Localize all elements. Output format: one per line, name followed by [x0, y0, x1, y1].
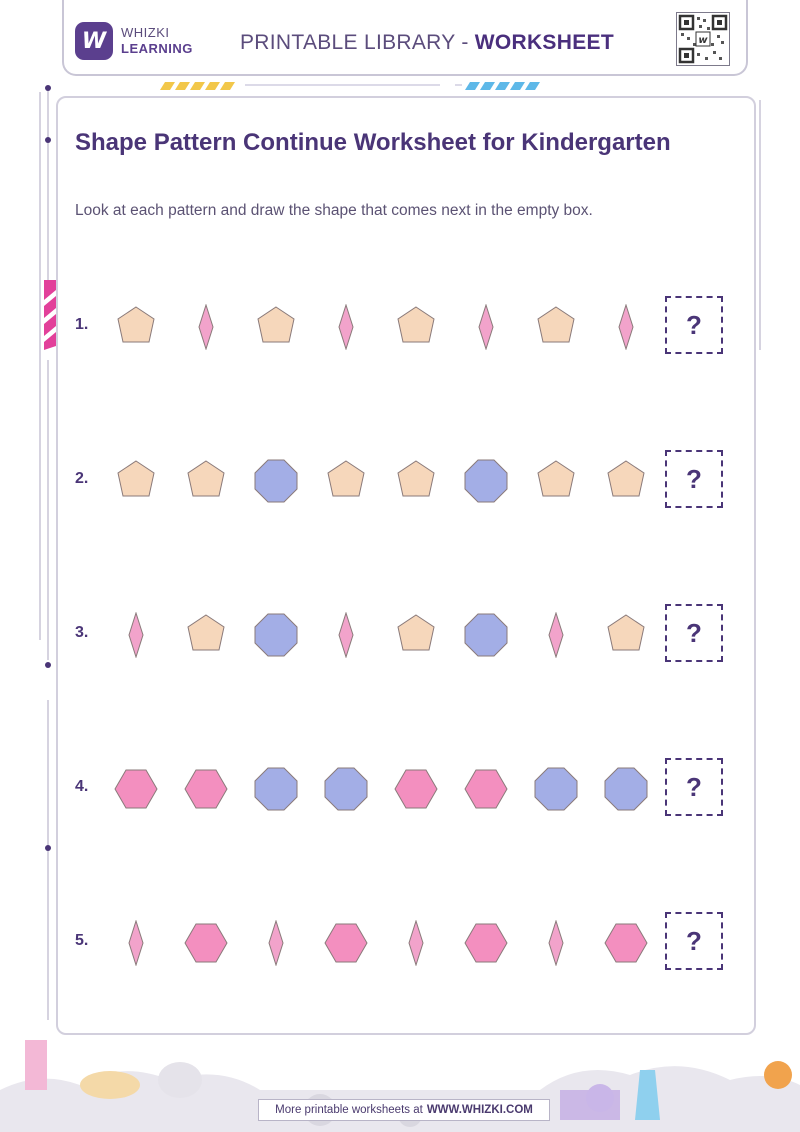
pentagon-shape-icon	[187, 460, 225, 497]
row-number: 1.	[75, 316, 89, 333]
pentagon-shape-icon	[607, 614, 645, 651]
answer-box[interactable]: ?	[665, 758, 723, 816]
qr-code-icon: w	[676, 12, 730, 66]
octagon-shape-icon	[254, 613, 298, 657]
octagon-shape-icon	[464, 613, 508, 657]
diamond-shape-icon	[268, 920, 284, 966]
pentagon-shape-icon	[537, 306, 575, 343]
answer-box[interactable]: ?	[665, 912, 723, 970]
hexagon-shape-icon	[464, 769, 508, 809]
worksheet-panel	[56, 96, 756, 1035]
hexagon-shape-icon	[324, 923, 368, 963]
pentagon-shape-icon	[117, 460, 155, 497]
pattern-row: 4.?	[0, 754, 800, 824]
answer-box[interactable]: ?	[665, 450, 723, 508]
pentagon-shape-icon	[327, 460, 365, 497]
hexagon-shape-icon	[114, 769, 158, 809]
pentagon-shape-icon	[397, 460, 435, 497]
pentagon-shape-icon	[607, 460, 645, 497]
diamond-shape-icon	[128, 612, 144, 658]
diamond-shape-icon	[548, 612, 564, 658]
octagon-shape-icon	[254, 459, 298, 503]
octagon-shape-icon	[464, 459, 508, 503]
pentagon-shape-icon	[537, 460, 575, 497]
octagon-shape-icon	[324, 767, 368, 811]
footer-link-bar[interactable]: More printable worksheets at WWW.WHIZKI.C…	[258, 1099, 550, 1121]
answer-box[interactable]: ?	[665, 604, 723, 662]
pentagon-shape-icon	[397, 614, 435, 651]
diamond-shape-icon	[198, 304, 214, 350]
diamond-shape-icon	[478, 304, 494, 350]
library-title: PRINTABLE LIBRARY - WORKSHEET	[240, 31, 614, 54]
pattern-row: 3.?	[0, 600, 800, 670]
pattern-row: 2.?	[0, 446, 800, 516]
answer-box[interactable]: ?	[665, 296, 723, 354]
row-number: 3.	[75, 624, 89, 641]
worksheet-instructions: Look at each pattern and draw the shape …	[75, 202, 593, 219]
pentagon-shape-icon	[117, 306, 155, 343]
brand-subtitle: LEARNING	[121, 41, 193, 56]
diamond-shape-icon	[548, 920, 564, 966]
pentagon-shape-icon	[257, 306, 295, 343]
svg-text:w: w	[698, 35, 708, 46]
diamond-shape-icon	[408, 920, 424, 966]
octagon-shape-icon	[534, 767, 578, 811]
hexagon-shape-icon	[184, 769, 228, 809]
worksheet-title: Shape Pattern Continue Worksheet for Kin…	[75, 129, 671, 156]
diamond-shape-icon	[618, 304, 634, 350]
pattern-row: 1.?	[0, 292, 800, 362]
diamond-shape-icon	[128, 920, 144, 966]
octagon-shape-icon	[604, 767, 648, 811]
row-number: 2.	[75, 470, 89, 487]
hexagon-shape-icon	[394, 769, 438, 809]
diamond-shape-icon	[338, 304, 354, 350]
whizki-logo-icon: W	[75, 22, 113, 60]
hexagon-shape-icon	[604, 923, 648, 963]
hexagon-shape-icon	[464, 923, 508, 963]
pentagon-shape-icon	[187, 614, 225, 651]
brand-name: WHIZKI	[121, 25, 170, 40]
row-number: 4.	[75, 778, 89, 795]
row-number: 5.	[75, 932, 89, 949]
pentagon-shape-icon	[397, 306, 435, 343]
octagon-shape-icon	[254, 767, 298, 811]
header-banner	[62, 0, 748, 76]
diamond-shape-icon	[338, 612, 354, 658]
pattern-row: 5.?	[0, 908, 800, 978]
hexagon-shape-icon	[184, 923, 228, 963]
